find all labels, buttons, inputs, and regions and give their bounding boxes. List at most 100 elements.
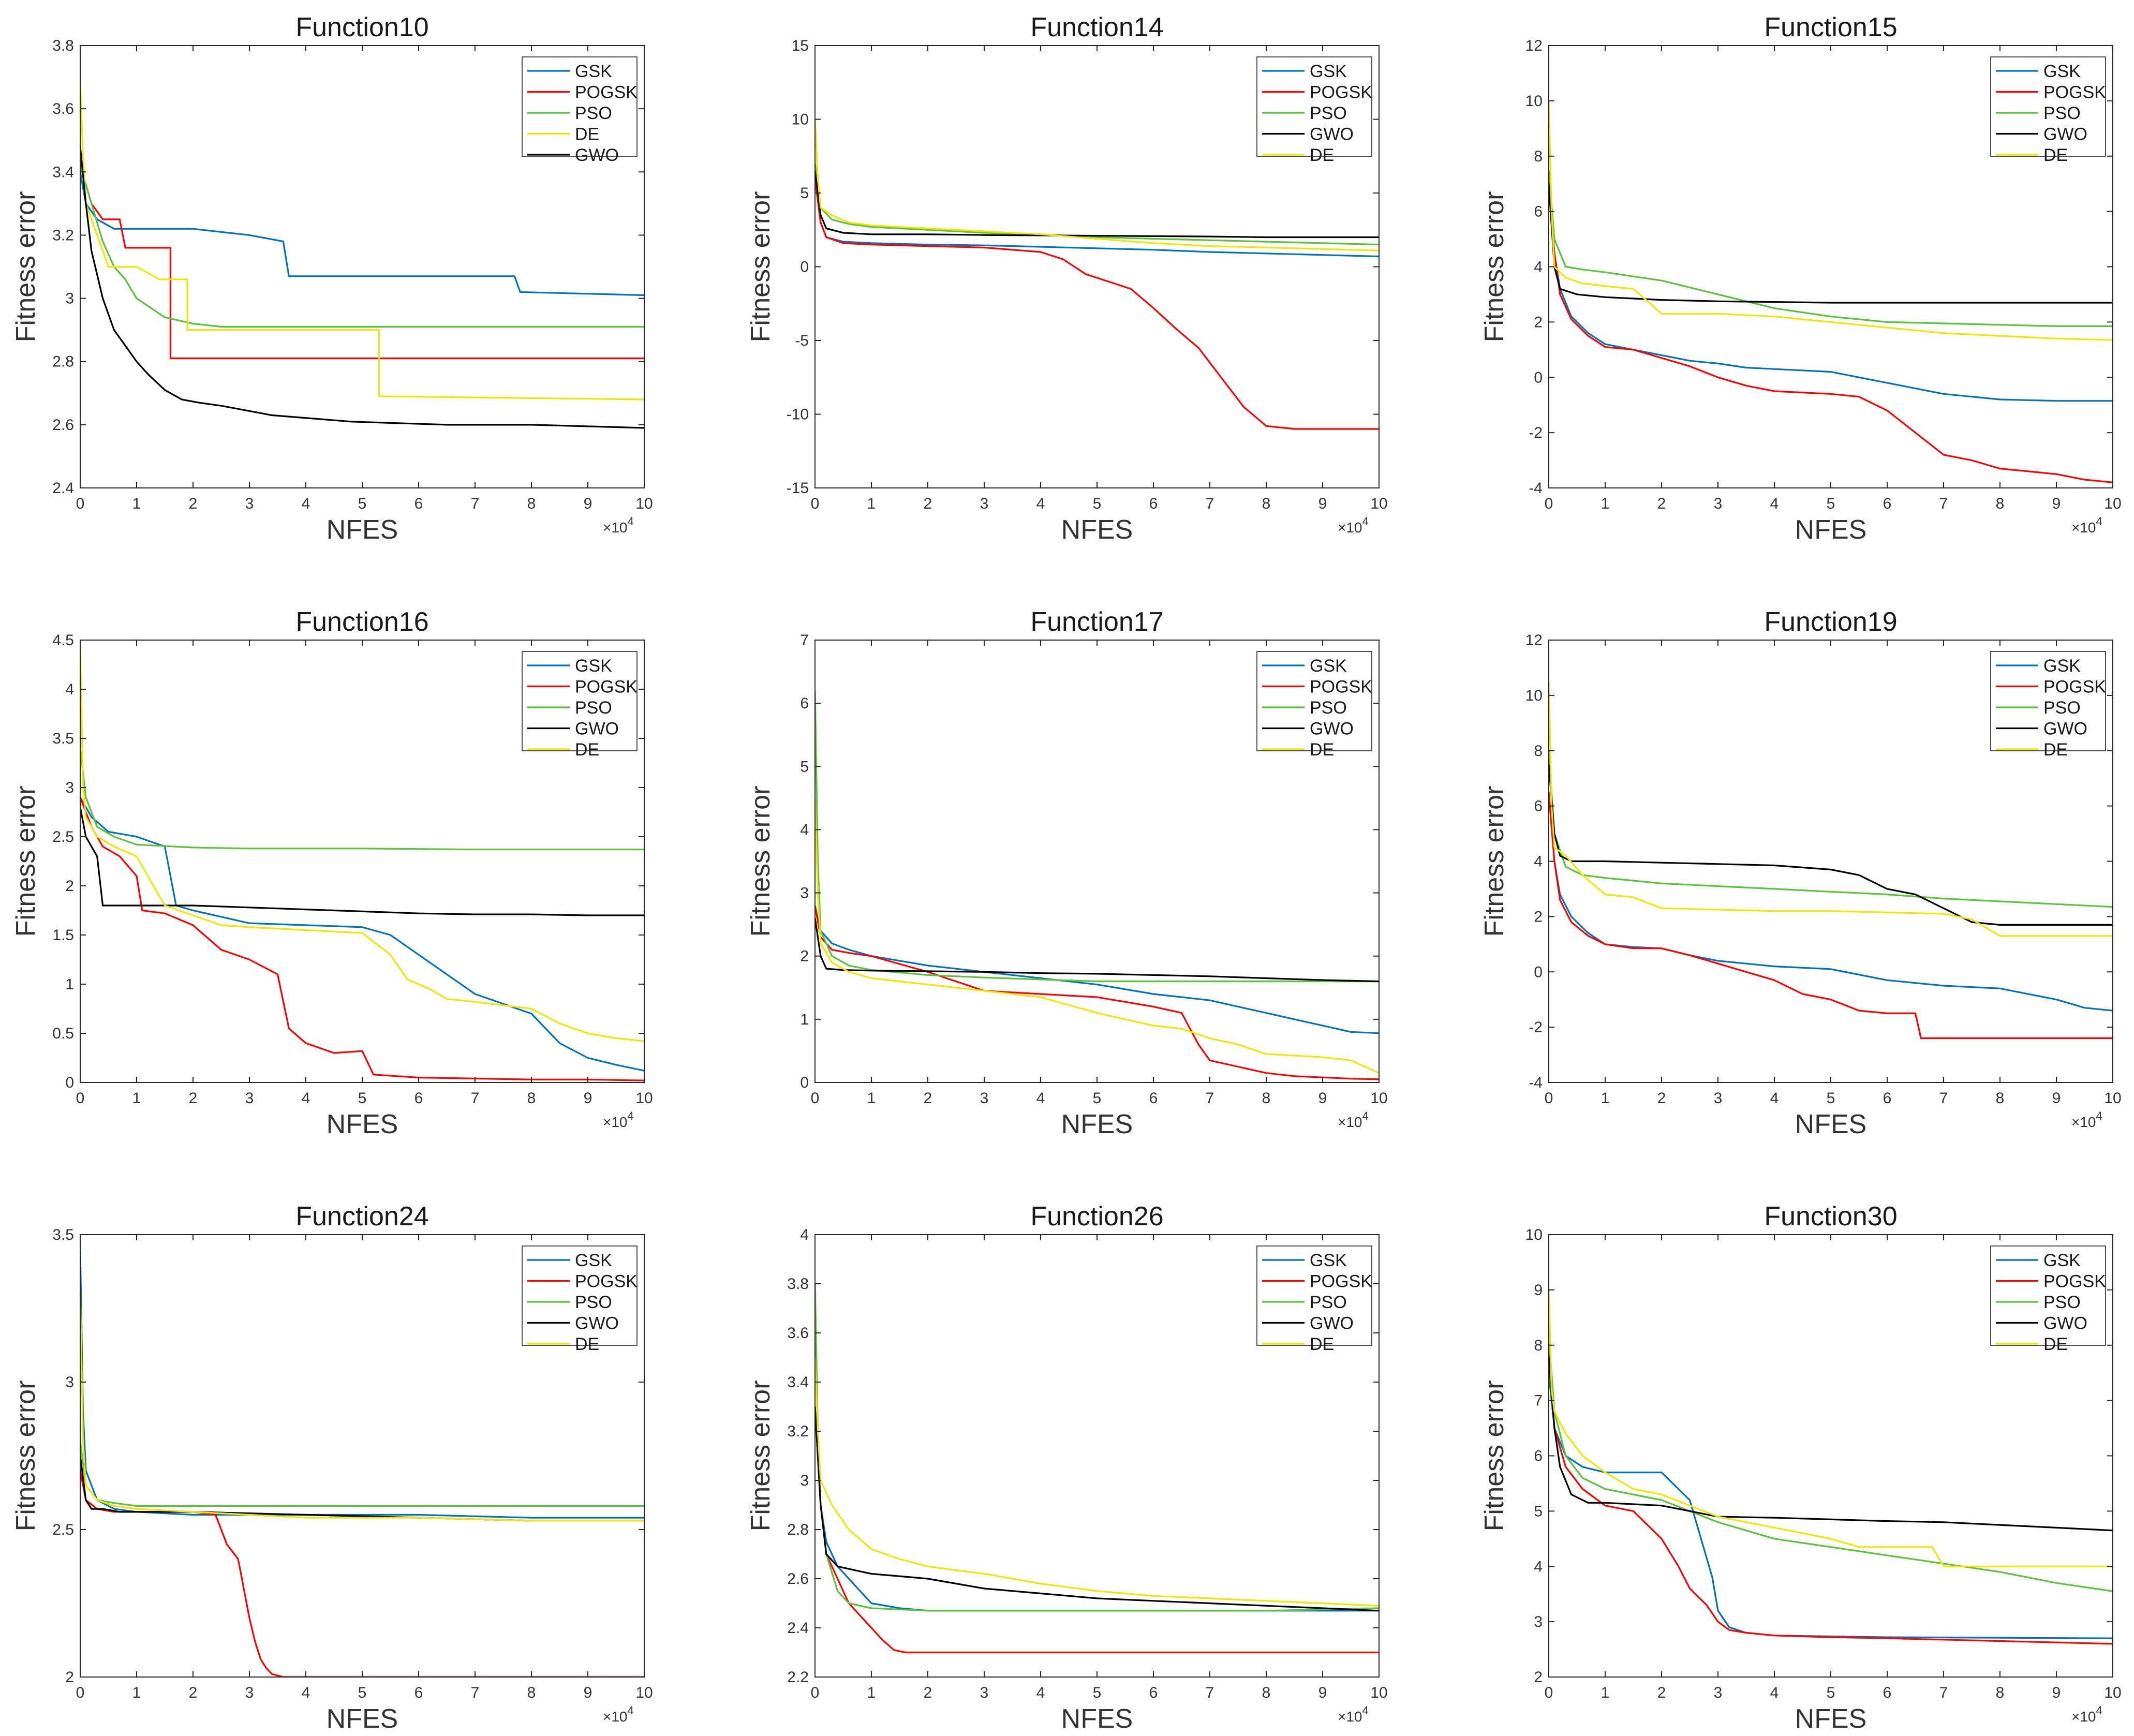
chart-6-x-tick-label: 4 (1770, 1090, 1779, 1107)
chart-9-x-tick-label: 4 (1770, 1684, 1779, 1701)
chart-3-legend-label-pso: PSO (2043, 103, 2081, 123)
chart-9-x-multiplier: ×104 (2071, 1704, 2102, 1725)
chart-3-x-tick-label: 1 (1601, 495, 1610, 512)
chart-4-series-de-line (80, 649, 644, 1042)
chart-6-x-axis-label: NFES (1795, 1109, 1867, 1139)
chart-1-legend-box (522, 56, 638, 157)
chart-3-y-tick-label: 4 (1534, 259, 1543, 276)
chart-1-legend-label-gsk: GSK (575, 62, 612, 81)
chart-6-x-tick-label: 9 (2052, 1090, 2061, 1107)
chart-6-legend-label-gsk: GSK (2043, 656, 2081, 676)
chart-1-x-tick-label: 6 (414, 495, 423, 512)
chart-1-x-tick-label: 9 (584, 495, 592, 512)
chart-8-legend-label-gsk: GSK (1310, 1251, 1347, 1270)
chart-3-x-tick-label: 2 (1657, 495, 1666, 512)
chart-4-x-multiplier: ×104 (603, 1109, 634, 1130)
chart-6-y-tick-label: 0 (1534, 963, 1543, 981)
chart-4-legend-label-pso: PSO (575, 698, 612, 718)
chart-4-y-tick-label: 2 (65, 878, 74, 895)
chart-2-series-de-line (815, 119, 1379, 251)
chart-3-y-tick-label: 6 (1534, 203, 1543, 220)
chart-9-x-axis-label: NFES (1795, 1704, 1867, 1734)
chart-5-x-tick-label: 4 (1036, 1090, 1045, 1107)
chart-8-x-tick-label: 5 (1093, 1684, 1102, 1701)
chart-1-y-axis-label: Fitness error (11, 191, 41, 343)
chart-5-legend-label-de: DE (1310, 740, 1334, 760)
chart-5-x-multiplier-exponent: 4 (1362, 1109, 1369, 1122)
chart-8-x-tick-label: 1 (867, 1684, 876, 1701)
chart-5-legend-label-pogsk: POGSK (1310, 677, 1372, 697)
chart-8-legend-box (1256, 1245, 1372, 1346)
chart-5-series-de-line (815, 798, 1379, 1074)
chart-1-x-multiplier: ×104 (603, 515, 634, 536)
chart-2-x-tick-label: 5 (1093, 495, 1102, 512)
chart-3-legend-label-pogsk: POGSK (2043, 83, 2106, 102)
chart-6-x-multiplier: ×104 (2071, 1109, 2102, 1130)
chart-3-title: Function15 (1764, 12, 1897, 42)
chart-2-x-tick-label: 6 (1149, 495, 1158, 512)
chart-8-y-axis-label: Fitness error (746, 1381, 776, 1532)
chart-1-y-tick-label: 2.8 (52, 353, 74, 370)
chart-5-x-axis-label: NFES (1061, 1109, 1133, 1139)
chart-2-legend-label-pogsk: POGSK (1310, 83, 1372, 102)
chart-8-y-tick-label: 3.6 (787, 1325, 809, 1342)
chart-3-x-tick-label: 7 (1939, 495, 1948, 512)
chart-1-x-tick-label: 8 (527, 495, 536, 512)
chart-6-series-gwo-line (1549, 764, 2113, 926)
chart-3-y-tick-label: 0 (1534, 369, 1543, 386)
chart-5-series-pso-line (815, 690, 1379, 983)
chart-8-y-tick-label: 3.8 (787, 1275, 809, 1293)
chart-6-x-multiplier-base: ×10 (2071, 1114, 2096, 1130)
chart-7-x-tick-label: 10 (635, 1684, 653, 1701)
chart-6-panel: 0 1 2 3 4 5 6 7 8 9 10-4-2024681012Function19NFESF… (1479, 607, 2122, 1139)
chart-8-x-tick-label: 3 (980, 1684, 989, 1701)
chart-3-y-tick-label: 10 (1525, 93, 1543, 110)
chart-9-x-tick-label: 7 (1939, 1684, 1948, 1701)
chart-4-x-tick-label: 0 (76, 1090, 85, 1107)
chart-1-series-gsk-line (80, 172, 644, 296)
chart-8-legend-label-pogsk: POGSK (1310, 1272, 1372, 1292)
chart-2-x-tick-label: 3 (980, 495, 989, 512)
chart-9-series-pogsk-line (1549, 1345, 2113, 1645)
chart-4-series-gwo-line (80, 807, 644, 916)
chart-6-y-tick-label: 2 (1534, 908, 1543, 925)
chart-9-x-tick-label: 1 (1601, 1684, 1610, 1701)
chart-8-legend-label-de: DE (1310, 1334, 1334, 1354)
chart-4-x-axis-label: NFES (327, 1109, 398, 1139)
chart-4-x-tick-label: 5 (358, 1090, 367, 1107)
chart-6-title: Function19 (1764, 607, 1897, 637)
chart-1-legend-label-pogsk: POGSK (575, 83, 638, 102)
chart-6-x-tick-label: 6 (1883, 1090, 1892, 1107)
chart-2-x-multiplier-base: ×10 (1338, 520, 1362, 536)
chart-7-legend-label-pogsk: POGSK (575, 1272, 638, 1292)
chart-9-x-tick-label: 0 (1545, 1684, 1553, 1701)
chart-8-title: Function26 (1030, 1201, 1163, 1231)
chart-9-y-tick-label: 6 (1534, 1448, 1543, 1465)
chart-3-y-axis-label: Fitness error (1479, 191, 1509, 343)
chart-2-y-tick-label: 0 (800, 259, 809, 276)
chart-3-x-tick-label: 4 (1770, 495, 1779, 512)
chart-8-y-tick-label: 2.2 (787, 1669, 809, 1686)
chart-3-x-multiplier: ×104 (2071, 515, 2102, 536)
chart-9-legend-label-pso: PSO (2043, 1293, 2081, 1312)
chart-6-series-pogsk-line (1549, 792, 2113, 1040)
chart-9-y-tick-label: 7 (1534, 1392, 1543, 1409)
chart-1-y-tick-label: 2.6 (52, 417, 74, 434)
chart-7-x-tick-label: 8 (527, 1684, 536, 1701)
chart-6-legend-label-pogsk: POGSK (2043, 677, 2106, 697)
chart-1-panel: 0 1 2 3 4 5 6 7 8 9 10 2.4 2.6 2.8 3 3.2 3.4 3.6 3.8 Functi… (11, 12, 653, 545)
chart-2-y-tick-label: -15 (787, 480, 809, 497)
chart-1-x-tick-label: 10 (635, 495, 653, 512)
chart-5-x-tick-label: 10 (1370, 1090, 1387, 1107)
chart-9-x-tick-label: 10 (2104, 1684, 2121, 1701)
chart-4-legend-label-pogsk: POGSK (575, 677, 638, 697)
chart-5-y-axis-label: Fitness error (746, 786, 776, 937)
chart-2-series-gwo-line (815, 171, 1379, 239)
chart-3-series-de-line (1549, 100, 2113, 341)
